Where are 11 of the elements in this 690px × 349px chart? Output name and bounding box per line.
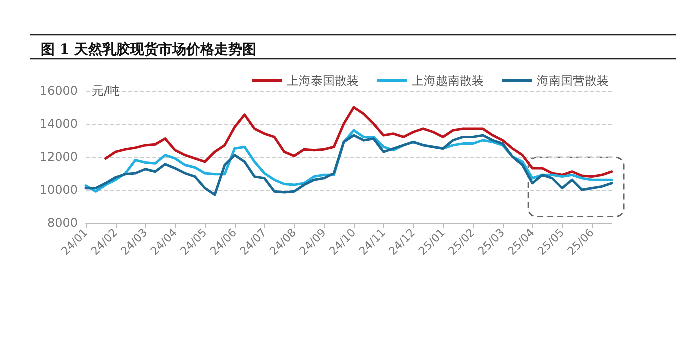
legend-label: 海南国营散装 <box>537 74 609 88</box>
line-series <box>104 106 614 178</box>
y-tick-label: 10000 <box>40 183 78 197</box>
y-tick-label: 12000 <box>40 150 78 164</box>
y-tick-label: 16000 <box>40 84 78 98</box>
chart-title: 图 1 天然乳胶现货市场价格走势图 <box>41 41 256 58</box>
y-tick-label: 14000 <box>40 117 78 131</box>
legend-label: 上海越南散装 <box>412 74 484 88</box>
y-tick-label: 8000 <box>47 216 78 230</box>
legend-label: 上海泰国散装 <box>287 74 359 88</box>
y-axis-title: 元/吨 <box>92 84 120 98</box>
